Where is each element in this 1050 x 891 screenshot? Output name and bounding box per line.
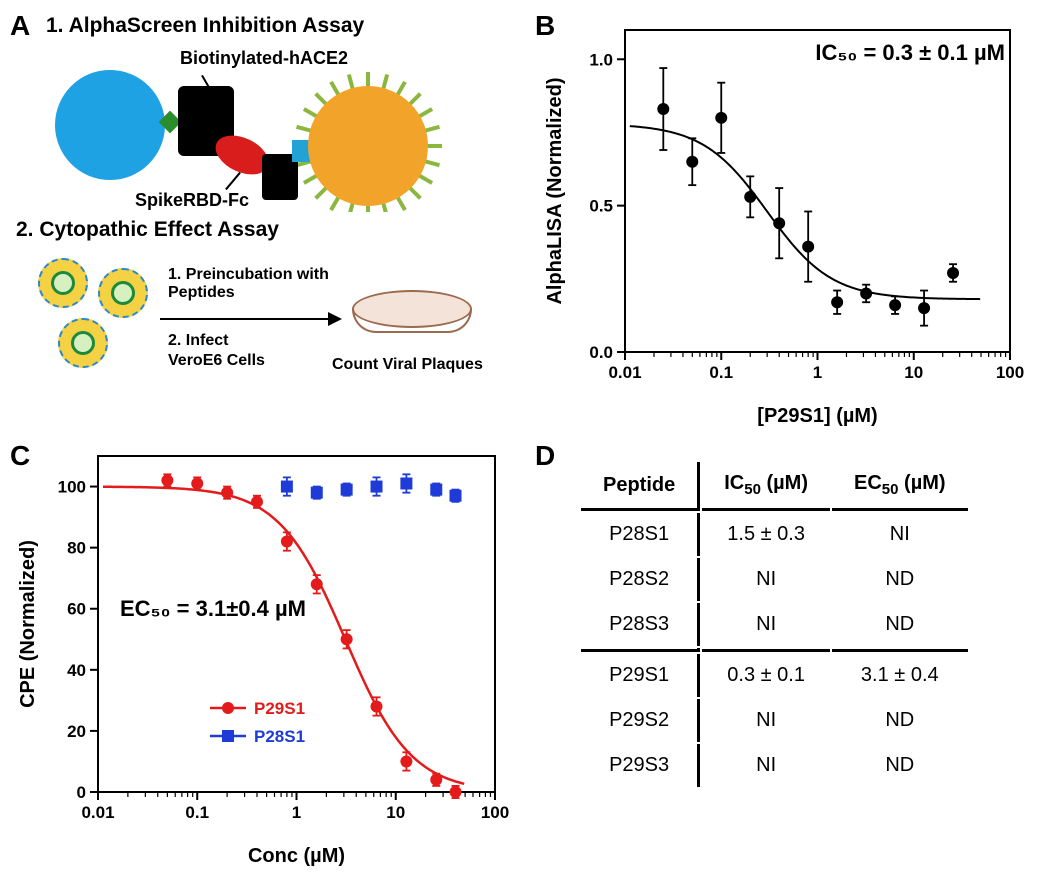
alphalisa-chart: 0.01 0.1 1 10 100 0.0 0.5 1.0 [P29S1] (µM) AlphaL… bbox=[535, 10, 1030, 430]
table-cell: P29S3 bbox=[581, 744, 700, 787]
table-cell: P29S1 bbox=[581, 654, 700, 697]
svg-text:0.5: 0.5 bbox=[589, 197, 613, 216]
table-row: P29S2 NI ND bbox=[581, 699, 968, 742]
svg-text:P28S1: P28S1 bbox=[254, 727, 305, 746]
panel-a-label: A bbox=[10, 10, 30, 42]
table-header: Peptide bbox=[581, 462, 700, 511]
cpe-step1: 1. Preincubation with Peptides bbox=[168, 266, 338, 302]
svg-text:60: 60 bbox=[67, 600, 86, 619]
table-header: IC50 (µM) bbox=[702, 462, 830, 511]
table-cell: P28S2 bbox=[581, 558, 700, 601]
table-cell: ND bbox=[832, 744, 968, 787]
svg-text:0: 0 bbox=[77, 783, 86, 802]
petri-dish-icon bbox=[352, 290, 472, 346]
peptide-table: Peptide IC50 (µM) EC50 (µM) P28S1 1.5 ± … bbox=[579, 460, 970, 789]
table-cell: ND bbox=[832, 699, 968, 742]
svg-text:100: 100 bbox=[481, 803, 509, 822]
svg-text:EC₅₀ = 3.1±0.4 µM: EC₅₀ = 3.1±0.4 µM bbox=[120, 596, 306, 621]
rbd-label: SpikeRBD-Fc bbox=[135, 190, 249, 211]
table-cell: NI bbox=[702, 699, 830, 742]
arrow-icon bbox=[160, 318, 340, 320]
donor-bead-icon bbox=[55, 70, 165, 180]
table-cell: ND bbox=[832, 603, 968, 646]
dish-label: Count Viral Plaques bbox=[332, 356, 483, 374]
table-cell: P29S2 bbox=[581, 699, 700, 742]
figure-grid: A 1. AlphaScreen Inhibition Assay Biotin… bbox=[10, 10, 1040, 870]
panel-a-title2: 2. Cytopathic Effect Assay bbox=[16, 218, 525, 242]
cpe-step2a: 2. Infect bbox=[168, 332, 228, 350]
panel-b: B 0.01 0.1 1 10 100 0.0 0.5 1.0 [P29S1] (µM) Alph… bbox=[535, 10, 1030, 430]
svg-text:20: 20 bbox=[67, 722, 86, 741]
table-cell: 3.1 ± 0.4 bbox=[832, 654, 968, 697]
alphascreen-diagram: Biotinylated-hACE2 SpikeRBD-Fc bbox=[30, 42, 525, 212]
svg-text:Conc (µM): Conc (µM) bbox=[248, 845, 345, 867]
table-cell: 1.5 ± 0.3 bbox=[702, 513, 830, 556]
svg-text:100: 100 bbox=[996, 363, 1024, 382]
virion-icon bbox=[98, 268, 148, 318]
svg-text:0.1: 0.1 bbox=[709, 363, 733, 382]
table-header: EC50 (µM) bbox=[832, 462, 968, 511]
svg-text:0.1: 0.1 bbox=[185, 803, 209, 822]
svg-text:0.01: 0.01 bbox=[608, 363, 641, 382]
panel-d: D Peptide IC50 (µM) EC50 (µM) P28S1 1.5 … bbox=[535, 440, 1030, 870]
svg-text:10: 10 bbox=[904, 363, 923, 382]
table-cell: NI bbox=[702, 558, 830, 601]
table-row: P28S2 NI ND bbox=[581, 558, 968, 601]
svg-text:1: 1 bbox=[292, 803, 301, 822]
svg-text:10: 10 bbox=[386, 803, 405, 822]
table-row: P29S3 NI ND bbox=[581, 744, 968, 787]
panel-a: A 1. AlphaScreen Inhibition Assay Biotin… bbox=[10, 10, 525, 430]
panel-c: C 0.01 0.1 1 10 100 0 20 40 60 80 100 Conc (µM) CPE … bbox=[10, 440, 525, 870]
table-cell: ND bbox=[832, 558, 968, 601]
svg-text:0.01: 0.01 bbox=[81, 803, 114, 822]
table-cell: NI bbox=[702, 603, 830, 646]
cpe-chart: 0.01 0.1 1 10 100 0 20 40 60 80 100 Conc (µM) CPE (N… bbox=[10, 440, 525, 870]
cpe-step2b: VeroE6 Cells bbox=[168, 352, 265, 370]
svg-text:AlphaLISA (Normalized): AlphaLISA (Normalized) bbox=[544, 77, 566, 304]
table-cell: NI bbox=[702, 744, 830, 787]
virion-icon bbox=[38, 258, 88, 308]
panel-c-label: C bbox=[10, 440, 30, 472]
virion-icon bbox=[58, 318, 108, 368]
acceptor-bead-icon bbox=[308, 86, 428, 206]
table-cell: P28S3 bbox=[581, 603, 700, 646]
svg-text:0.0: 0.0 bbox=[589, 343, 613, 362]
panel-b-label: B bbox=[535, 10, 555, 42]
table-row: P28S1 1.5 ± 0.3 NI bbox=[581, 513, 968, 556]
hace2-label: Biotinylated-hACE2 bbox=[180, 48, 348, 69]
svg-text:P29S1: P29S1 bbox=[254, 699, 305, 718]
svg-text:100: 100 bbox=[58, 478, 86, 497]
panel-a-title1: 1. AlphaScreen Inhibition Assay bbox=[46, 14, 525, 38]
table-cell: P28S1 bbox=[581, 513, 700, 556]
cpe-diagram: 1. Preincubation with Peptides 2. Infect… bbox=[20, 246, 525, 406]
svg-text:1: 1 bbox=[813, 363, 822, 382]
svg-text:80: 80 bbox=[67, 539, 86, 558]
table-row: P29S1 0.3 ± 0.1 3.1 ± 0.4 bbox=[581, 654, 968, 697]
svg-text:40: 40 bbox=[67, 661, 86, 680]
svg-text:IC₅₀ = 0.3 ± 0.1 µM: IC₅₀ = 0.3 ± 0.1 µM bbox=[815, 40, 1005, 65]
svg-text:CPE (Normalized): CPE (Normalized) bbox=[17, 540, 39, 708]
table-cell: NI bbox=[832, 513, 968, 556]
svg-text:[P29S1] (µM): [P29S1] (µM) bbox=[757, 405, 877, 427]
table-row: P28S3 NI ND bbox=[581, 603, 968, 646]
panel-d-label: D bbox=[535, 440, 555, 472]
table-header-row: Peptide IC50 (µM) EC50 (µM) bbox=[581, 462, 968, 511]
svg-text:1.0: 1.0 bbox=[589, 50, 613, 69]
table-cell: 0.3 ± 0.1 bbox=[702, 654, 830, 697]
